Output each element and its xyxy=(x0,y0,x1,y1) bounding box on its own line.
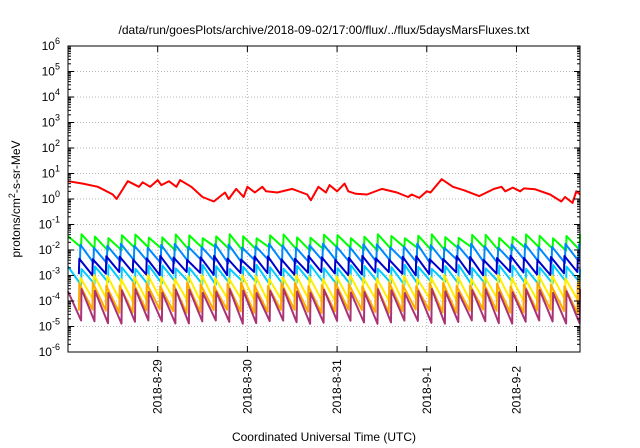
flux-series-line xyxy=(67,233,581,252)
red-flux-series-line xyxy=(67,178,581,204)
y-tick-label: 10-1 xyxy=(39,215,60,232)
x-tick-label: 2018-9-2 xyxy=(509,366,523,414)
flux-series-line xyxy=(77,254,581,277)
x-axis-ticks: 2018-8-29 2018-8-30 2018-8-31 2018-9-1 2018-… xyxy=(151,46,523,414)
y-tick-label: 10-5 xyxy=(39,317,60,334)
x-axis-label: Coordinated Universal Time (UTC) xyxy=(232,430,416,444)
y-axis-ticks: 10-6 10-5 10-4 10-3 10-2 10-1 100 101 102 103 104 1… xyxy=(39,36,580,359)
y-tick-label: 10-4 xyxy=(39,291,60,308)
y-tick-label: 10-2 xyxy=(39,240,60,257)
y-tick-label: 10-3 xyxy=(39,266,60,283)
x-tick-label: 2018-9-1 xyxy=(420,366,434,414)
flux-series-line xyxy=(67,288,581,325)
x-tick-label: 2018-8-29 xyxy=(151,359,165,414)
x-tick-label: 2018-8-30 xyxy=(240,359,254,414)
data-series xyxy=(67,178,581,325)
y-tick-label: 105 xyxy=(42,62,60,79)
x-tick-label: 2018-8-31 xyxy=(330,359,344,414)
y-axis-label: protons/cm2-s-sr-MeV xyxy=(7,140,23,257)
flux-series-line xyxy=(77,281,581,314)
y-tick-label: 10-6 xyxy=(39,342,60,359)
chart-title: /data/run/goesPlots/archive/2018-09-02/1… xyxy=(119,23,531,37)
y-tick-label: 102 xyxy=(42,138,60,155)
y-tick-label: 106 xyxy=(42,36,60,53)
flux-series-line xyxy=(79,242,581,265)
y-tick-label: 101 xyxy=(42,164,60,181)
y-tick-label: 103 xyxy=(42,113,60,130)
y-tick-label: 100 xyxy=(42,189,60,206)
y-tick-label: 104 xyxy=(42,87,60,104)
